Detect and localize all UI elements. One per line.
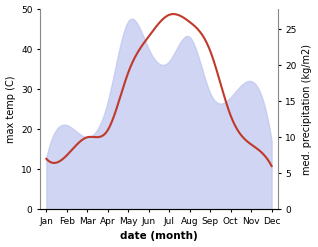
Y-axis label: med. precipitation (kg/m2): med. precipitation (kg/m2) [302,44,313,175]
Y-axis label: max temp (C): max temp (C) [5,75,16,143]
X-axis label: date (month): date (month) [120,231,198,242]
